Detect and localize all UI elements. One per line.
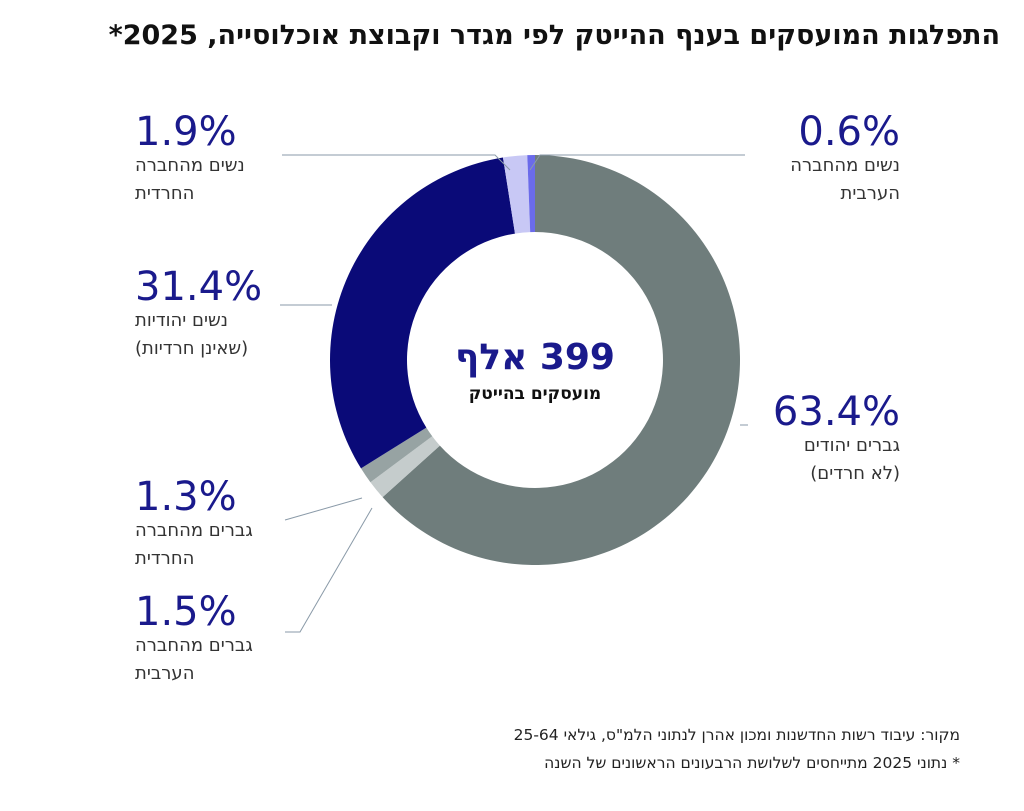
donut-slice [502,155,531,234]
value-label: 1.9% [135,109,237,155]
category-label: נשים מהחברה [135,155,245,176]
category-label: (לא חרדים) [810,463,900,484]
value-label: 1.5% [135,589,237,635]
value-label: 0.6% [798,109,900,155]
leader-line [285,507,373,633]
category-label: גברים מהחברה [135,520,253,541]
leader-line [282,154,511,171]
category-label: הערבית [135,663,195,684]
category-label: החרדית [135,548,195,569]
category-label: (שאינן חרדיות) [135,338,249,359]
chart-title: התפלגות המועסקים בענף ההייטק לפי מגדר וק… [108,20,1000,51]
donut-slice [330,157,515,469]
category-label: החרדית [135,183,195,204]
donut-slice [382,155,740,565]
donut-slice [360,427,433,483]
center-value: 399 אלף [455,337,615,378]
value-label: 63.4% [772,389,900,435]
value-label: 1.3% [135,474,237,520]
category-label: נשים מהחברה [790,155,900,176]
leader-line [529,154,745,171]
category-label: גברים יהודים [803,435,900,456]
category-label: גברים מהחברה [135,635,253,656]
leader-line [284,497,363,521]
source-note: מקור: עיבוד רשות החדשנות ומכון אהרן לנתו… [513,726,960,744]
category-label: נשים יהודיות [135,310,228,331]
donut-slice [527,155,535,233]
center-label: מועסקים בהייטק [468,384,602,404]
value-label: 31.4% [135,264,263,310]
source-note: * נתוני 2025 מתייחסים לשלושת הרבעונים הר… [544,754,960,772]
donut-slice [370,436,440,498]
category-label: הערבית [840,183,900,204]
